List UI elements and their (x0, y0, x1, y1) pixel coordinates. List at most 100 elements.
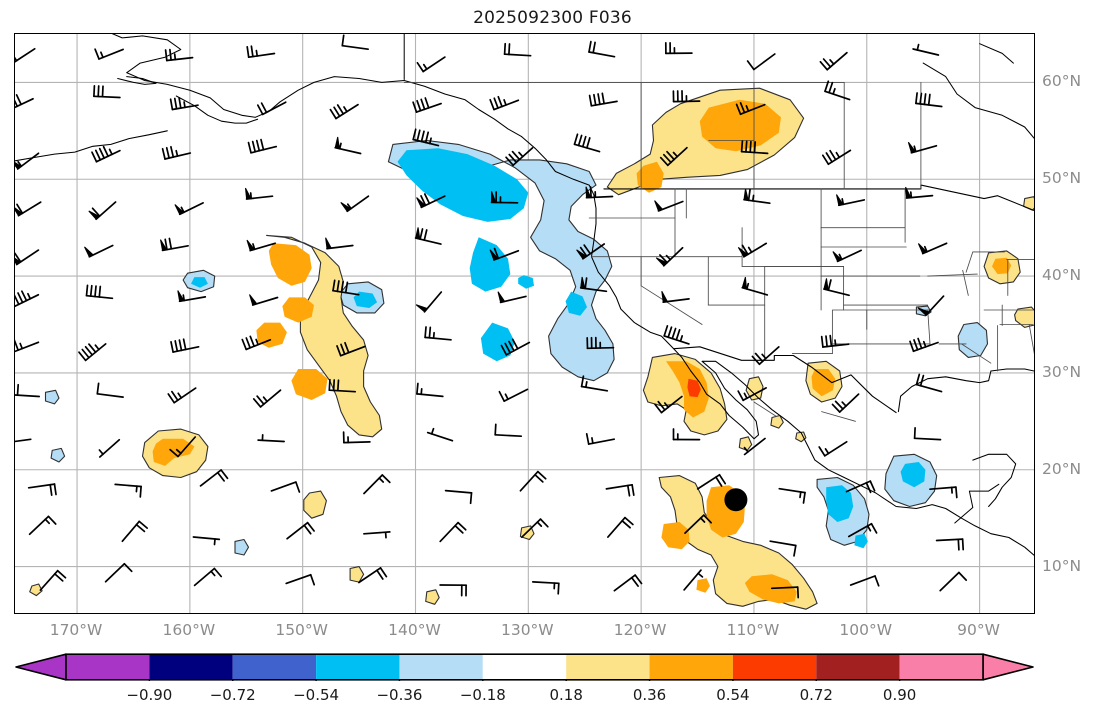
barb-staff (15, 47, 36, 63)
barb-full (573, 133, 579, 146)
barb-full (336, 345, 342, 357)
anomaly-patch (770, 414, 784, 429)
barb-full (17, 292, 24, 304)
barb-full (260, 102, 268, 114)
barb-full (961, 538, 965, 551)
wind-barb (114, 483, 142, 498)
wind-barb (78, 343, 107, 362)
barb-staff (913, 437, 942, 441)
lon-tick-label: 160°W (162, 621, 216, 639)
wind-barb (439, 521, 467, 543)
barb-full (827, 279, 832, 292)
lon-tick-label: 110°W (726, 621, 780, 639)
barb-half (428, 137, 432, 145)
wind-barb (746, 53, 776, 71)
barb-full (340, 343, 346, 356)
anomaly-patch (854, 533, 868, 549)
barb-pennant (737, 247, 749, 258)
barb-full (97, 85, 100, 98)
wind-barb (121, 520, 149, 543)
barb-full (915, 92, 918, 105)
state-border (965, 251, 974, 273)
barb-staff (15, 394, 41, 398)
barb-full (577, 134, 583, 147)
barb-full (420, 98, 426, 111)
barb-full (56, 569, 67, 579)
barb-full (819, 60, 829, 71)
barb-half (346, 203, 352, 210)
barb-full (825, 335, 828, 348)
barb-full (828, 81, 834, 94)
anomaly-patch (745, 376, 764, 401)
barb-pennant (88, 210, 101, 220)
barb-staff (96, 392, 124, 398)
wind-barb (98, 438, 121, 458)
barb-half (838, 253, 843, 261)
barb-half (747, 246, 753, 254)
wind-barb (415, 291, 443, 313)
colorbar-tick-label: 0.18 (549, 686, 583, 704)
barb-full (500, 344, 508, 356)
wind-barb (605, 483, 635, 497)
barb-staff (270, 481, 297, 492)
wind-barb (580, 375, 609, 392)
barb-full (508, 153, 518, 164)
barb-half (841, 401, 847, 407)
barb-full (220, 469, 229, 480)
barb-full (634, 574, 643, 585)
wind-barb (820, 334, 850, 348)
wind-barb (847, 522, 878, 538)
barb-staff (444, 489, 473, 494)
barb-full (416, 99, 422, 112)
barb-full (216, 471, 225, 482)
wind-barb (285, 573, 316, 586)
wind-barb (174, 202, 204, 216)
barb-full (101, 85, 104, 98)
barb-full (584, 277, 588, 290)
wind-barb (586, 336, 615, 350)
wind-barb-layer (15, 34, 968, 599)
wind-barb (444, 489, 473, 505)
colorbar-tick-label: −0.36 (376, 686, 423, 704)
wind-barb (588, 92, 618, 107)
barb-half (94, 344, 100, 351)
barb-half (841, 198, 845, 206)
barb-full (592, 41, 596, 54)
wind-barb (505, 147, 534, 167)
coastline (175, 95, 259, 124)
anomaly-patch (518, 275, 534, 289)
wind-barb (412, 128, 440, 147)
barb-full (917, 337, 923, 350)
barb-full (213, 567, 223, 578)
wind-barb (737, 387, 767, 402)
barb-half (743, 446, 749, 453)
barb-half (591, 437, 594, 445)
wind-barb (519, 470, 547, 492)
wind-barb (426, 427, 454, 442)
lon-tick-label: 150°W (275, 621, 328, 639)
wind-barb (334, 136, 362, 155)
barb-full (675, 329, 681, 341)
barb-staff (104, 562, 126, 583)
anomaly-patch (696, 578, 710, 593)
barb-half (761, 353, 767, 360)
barb-full (250, 45, 254, 58)
barb-full (381, 474, 391, 484)
barb-full (21, 290, 28, 302)
coastline (117, 76, 157, 85)
barb-half (743, 392, 748, 400)
barb-full (534, 473, 544, 483)
barb-full (504, 342, 511, 354)
barb-pennant (654, 200, 664, 212)
barb-full (586, 137, 591, 149)
barb-full (170, 340, 174, 353)
barb-full (161, 147, 166, 160)
barb-full (332, 279, 336, 292)
wind-barb (818, 440, 848, 457)
barb-full (583, 244, 592, 255)
lon-tick-label: 130°W (500, 621, 554, 639)
coastline (979, 43, 1014, 64)
colorbar-segment (649, 654, 733, 680)
barb-pennant (15, 162, 22, 170)
barb-full (245, 337, 251, 349)
